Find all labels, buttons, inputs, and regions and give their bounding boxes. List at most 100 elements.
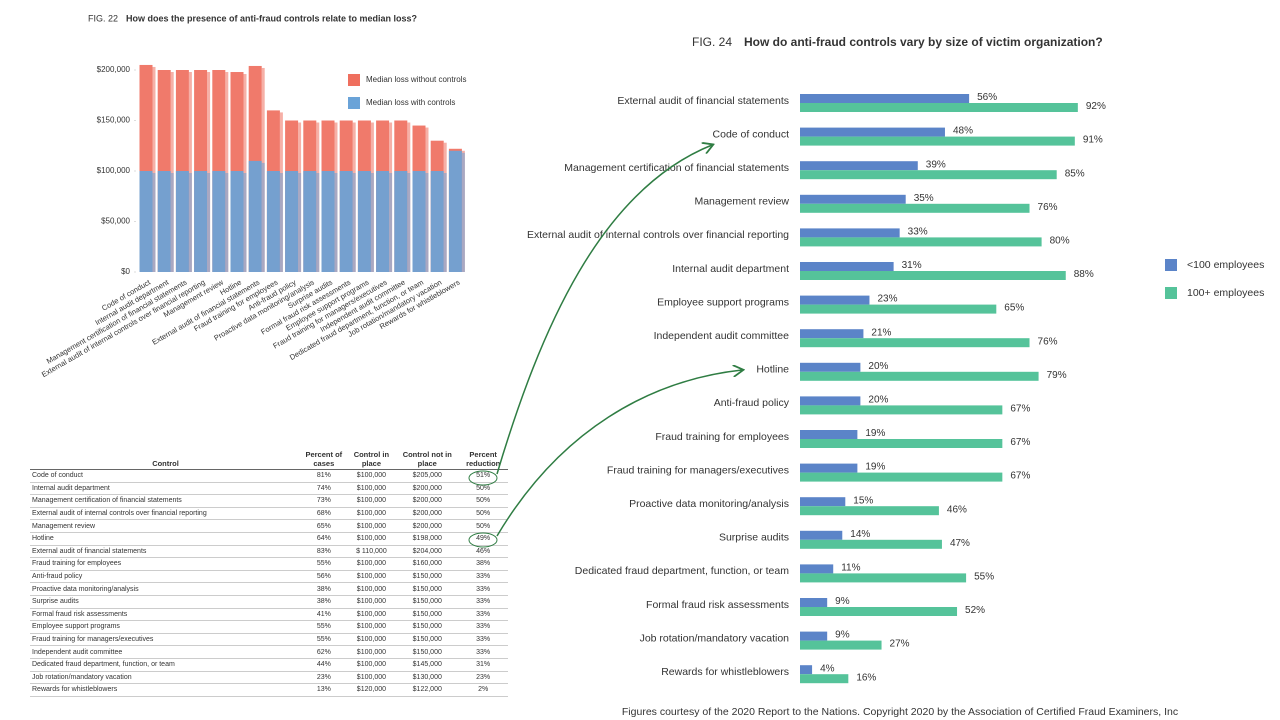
legend-label: Median loss with controls [366, 98, 455, 107]
y-tick-label: $0 [121, 267, 130, 276]
control-table: Control Percent of cases Control in plac… [30, 449, 508, 697]
table-cell: $200,000 [396, 482, 459, 496]
table-row: Fraud training for managers/executives 55… [30, 633, 508, 647]
header-cell: Percent of cases [301, 449, 347, 470]
table-cell: 33% [458, 595, 508, 609]
table-cell: $100,000 [346, 595, 397, 609]
bar [800, 295, 870, 305]
bar [800, 396, 861, 406]
table-cell: $150,000 [396, 633, 459, 647]
table-cell: $100,000 [346, 570, 397, 584]
bar-side [298, 173, 302, 272]
table-row: Surprise audits 38% $100,000 $150,000 33% [30, 595, 508, 609]
table-cell: 13% [301, 683, 347, 697]
bar-side [316, 173, 320, 272]
table-cell: Hotline [30, 532, 302, 546]
table-cell: 46% [458, 545, 508, 559]
value-label: 23% [877, 294, 897, 305]
table-cell: 33% [458, 645, 508, 659]
bar [430, 171, 444, 272]
bar [800, 539, 942, 549]
value-label: 55% [974, 572, 994, 583]
table-row: Fraud training for employees 55% $100,000 $… [30, 557, 508, 571]
bar-side [334, 173, 338, 272]
bar-side [389, 173, 393, 272]
table-row: Management certification of financial st… [30, 494, 508, 508]
value-label: 19% [865, 428, 885, 439]
table-cell: External audit of financial statements [30, 545, 302, 559]
bar-side [425, 173, 429, 272]
bar [212, 171, 226, 272]
table-cell: 50% [458, 494, 508, 508]
table-row: Independent audit committee 62% $100,000 $1… [30, 645, 508, 659]
table-cell: $100,000 [346, 532, 397, 546]
header-cell: Percent reduction [458, 449, 508, 470]
table-row: External audit of internal controls over… [30, 507, 508, 521]
bar [800, 530, 843, 540]
table-cell: $145,000 [396, 658, 459, 672]
table-cell: $100,000 [346, 507, 397, 521]
table-cell: 62% [301, 645, 347, 659]
table-cell: $100,000 [346, 482, 397, 496]
bar [800, 203, 1030, 213]
bar-side [207, 173, 211, 272]
value-label: 91% [1083, 135, 1103, 146]
value-label: 48% [953, 126, 973, 137]
bar-side [370, 173, 374, 272]
bar-side [170, 173, 174, 272]
value-label: 76% [1038, 336, 1058, 347]
y-tick-label: Management certification of financial st… [564, 162, 789, 174]
table-cell: Independent audit committee [30, 645, 302, 659]
table-cell: $200,000 [396, 507, 459, 521]
table-cell: 50% [458, 482, 508, 496]
bar [800, 405, 1003, 415]
table-cell: $100,000 [346, 582, 397, 596]
bar [800, 194, 906, 204]
bar [800, 136, 1075, 146]
table-cell: $100,000 [346, 469, 397, 483]
bar [376, 171, 390, 272]
table-row: Anti-fraud policy 56% $100,000 $150,000 33% [30, 570, 508, 584]
table-cell: $100,000 [346, 671, 397, 685]
table-cell: 38% [301, 582, 347, 596]
table-cell: 33% [458, 608, 508, 622]
y-tick-label: $200,000 [97, 65, 131, 74]
y-tick-label: Fraud training for employees [655, 431, 789, 443]
bar [800, 430, 858, 439]
table-row: External audit of financial statements 83… [30, 545, 508, 559]
value-label: 47% [950, 538, 970, 549]
legend-label: Median loss without controls [366, 75, 467, 84]
table-cell: $100,000 [346, 633, 397, 647]
value-label: 33% [908, 227, 928, 238]
table-cell: 56% [301, 570, 347, 584]
table-cell: $150,000 [396, 645, 459, 659]
value-label: 16% [856, 672, 876, 683]
y-tick-label: Proactive data monitoring/analysis [629, 498, 789, 510]
table-cell: $ 110,000 [346, 545, 397, 559]
table-cell: 55% [301, 633, 347, 647]
table-cell: $100,000 [346, 494, 397, 508]
table-cell: Job rotation/mandatory vacation [30, 671, 302, 685]
table-cell: 55% [301, 620, 347, 634]
bar-side [188, 72, 192, 272]
table-cell: 23% [458, 671, 508, 685]
y-tick-label: External audit of internal controls over… [527, 229, 789, 241]
value-label: 76% [1038, 202, 1058, 213]
table-cell: $100,000 [346, 645, 397, 659]
bar [194, 171, 208, 272]
bar-side [261, 162, 265, 272]
bar [800, 497, 846, 507]
bar [800, 362, 861, 372]
y-tick-label: $150,000 [97, 116, 131, 125]
table-row: Hotline 64% $100,000 $198,000 49% [30, 532, 508, 546]
table-cell: Management certification of financial st… [30, 494, 302, 508]
table-cell: 49% [458, 532, 508, 546]
table-row: Dedicated fraud department, function, or… [30, 658, 508, 672]
value-label: 9% [835, 630, 850, 641]
value-label: 67% [1010, 437, 1030, 448]
bar-side [207, 72, 211, 272]
value-label: 19% [865, 462, 885, 473]
chart-title: How does the presence of anti-fraud cont… [126, 13, 417, 23]
table-cell: 31% [458, 658, 508, 672]
